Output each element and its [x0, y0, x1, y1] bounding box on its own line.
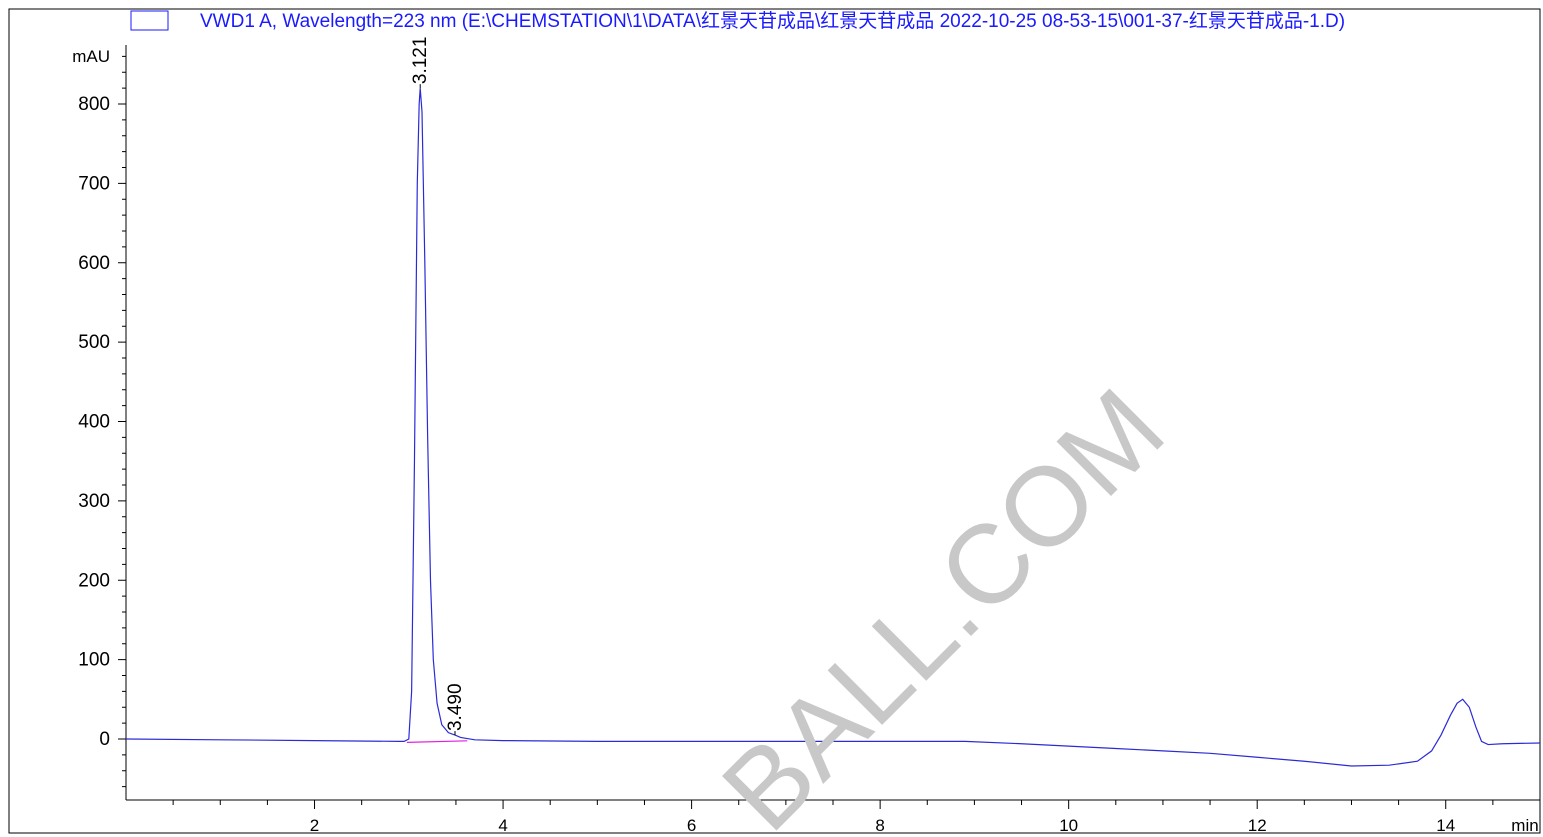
x-tick-label: 4: [498, 816, 507, 835]
legend: VWD1 A, Wavelength=223 nm (E:\CHEMSTATIO…: [130, 10, 1345, 32]
x-tick-label: 12: [1248, 816, 1267, 835]
legend-swatch: [130, 10, 169, 31]
y-tick-label: 200: [78, 570, 110, 591]
x-tick-label: 2: [310, 816, 319, 835]
chromatogram-trace: [125, 88, 1541, 767]
plot-area: [125, 88, 1541, 767]
chart-frame-border: [8, 8, 1541, 834]
y-tick-label: 0: [99, 729, 110, 750]
y-tick-label: 800: [78, 94, 110, 115]
integration-baseline: [406, 740, 468, 743]
x-unit-label: min: [1511, 816, 1538, 835]
x-tick-label: 10: [1059, 816, 1078, 835]
watermark-text: BALL.COM: [699, 365, 1188, 837]
x-tick-label: 14: [1436, 816, 1455, 835]
y-tick-label: 400: [78, 412, 110, 433]
y-tick-label: 300: [78, 491, 110, 512]
y-unit-label: mAU: [72, 47, 110, 66]
y-tick-label: 600: [78, 253, 110, 274]
y-tick-label: 100: [78, 650, 110, 671]
x-tick-label: 8: [875, 816, 884, 835]
y-tick-label: 700: [78, 173, 110, 194]
peak-label: 3.121: [410, 37, 431, 85]
y-tick-label: 500: [78, 332, 110, 353]
legend-text: VWD1 A, Wavelength=223 nm (E:\CHEMSTATIO…: [200, 10, 1345, 32]
x-tick-label: 6: [687, 816, 696, 835]
peak-label: 3.490: [445, 683, 466, 731]
peak-labels: 3.121 3.490: [410, 37, 466, 736]
ticks: 2 4 6 8 10 12 14 0 100 200 300 400 500 600 700 800: [78, 55, 1494, 835]
